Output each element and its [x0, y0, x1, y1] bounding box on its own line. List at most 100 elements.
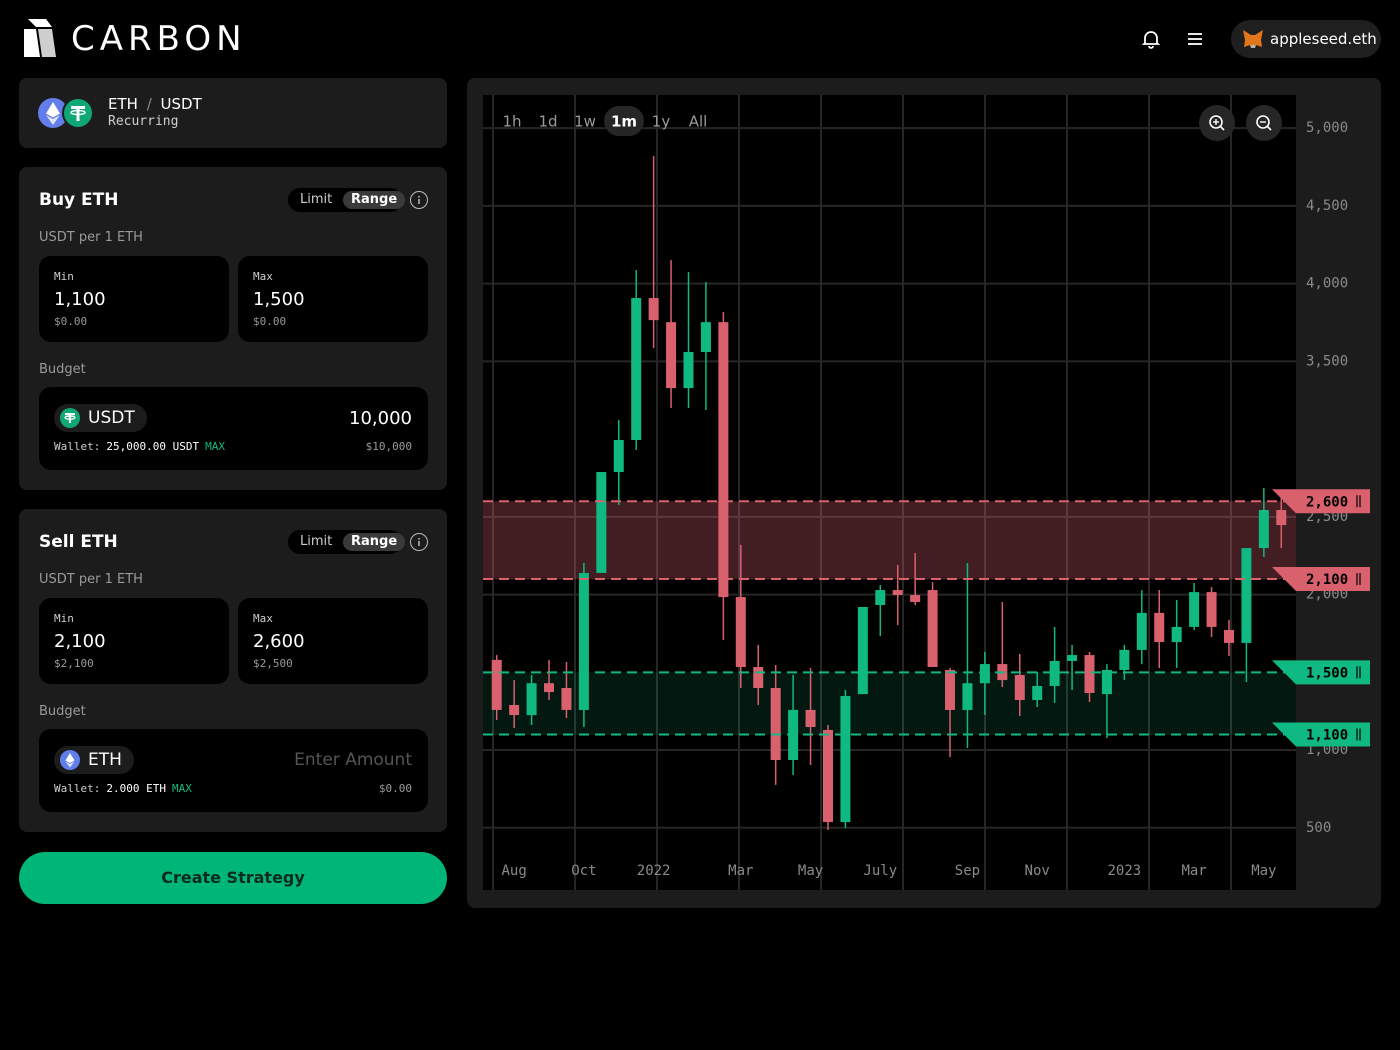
- mode-toggle: Limit Range: [288, 188, 406, 212]
- x-tick-label: Aug: [502, 863, 527, 879]
- x-tick-label: Oct: [571, 863, 596, 879]
- base-token: ETH: [108, 95, 138, 113]
- mode-option[interactable]: Limit: [300, 192, 333, 207]
- timeframe-button[interactable]: 1y: [652, 113, 671, 131]
- y-tick-label: 4,000: [1306, 276, 1348, 292]
- candle-body: [1084, 655, 1095, 693]
- pair-icons: [38, 97, 94, 129]
- min-price-box[interactable]: Min 2,100 $2,100: [39, 598, 229, 684]
- candle-body: [1189, 592, 1200, 627]
- max-price-box[interactable]: Max 1,500 $0.00: [238, 256, 428, 342]
- candle-body: [822, 730, 833, 823]
- token-selector[interactable]: USDT: [54, 404, 147, 432]
- timeframe-button[interactable]: 1w: [574, 113, 596, 131]
- info-icon[interactable]: [410, 533, 428, 551]
- candle-body: [979, 664, 990, 684]
- min-label: Min: [54, 270, 74, 283]
- account-button[interactable]: appleseed.eth: [1231, 20, 1381, 58]
- candle-body: [596, 472, 607, 573]
- price-chart: Aug Oct 2022 Mar May July Sep Nov 2023 Mar May 500 1…: [467, 78, 1381, 908]
- quote-token: USDT: [160, 95, 202, 113]
- budget-amount[interactable]: 10,000: [349, 408, 412, 429]
- candle-body: [962, 683, 973, 710]
- max-label: Max: [253, 270, 273, 283]
- wallet-label: Wallet:: [54, 440, 101, 453]
- candle-body: [840, 695, 851, 823]
- x-tick-label: 2022: [637, 863, 671, 879]
- price-tag[interactable]: [1272, 660, 1370, 685]
- candle-body: [1171, 626, 1182, 642]
- x-tick-label: May: [1251, 863, 1276, 879]
- candle-body: [648, 298, 659, 321]
- price-tag-label: 2,100: [1306, 572, 1348, 588]
- menu-icon[interactable]: [1186, 31, 1204, 47]
- pair-separator: /: [146, 95, 152, 113]
- max-price: 2,600: [253, 631, 305, 652]
- wallet-amount: 2.000 ETH: [106, 782, 166, 795]
- bell-icon[interactable]: [1141, 29, 1161, 49]
- timeframe-active-bg: [604, 106, 644, 136]
- candle-body: [666, 322, 677, 389]
- max-label: Max: [253, 612, 273, 625]
- mode-option-active[interactable]: Range: [343, 191, 406, 209]
- buy-card: Buy ETH Limit Range USDT per 1 ETH Min 1,100 $…: [19, 167, 447, 490]
- candle-body: [578, 572, 589, 710]
- min-usd: $0.00: [54, 315, 88, 328]
- max-button[interactable]: MAX: [205, 440, 225, 453]
- price-tag-label: 1,100: [1306, 728, 1348, 744]
- budget-usd: $10,000: [365, 440, 412, 453]
- budget-box[interactable]: ETH Enter Amount Wallet: 2.000 ETH MAX $0.00: [39, 729, 428, 812]
- candle-body: [1136, 612, 1147, 650]
- candle-body: [875, 590, 886, 605]
- candle-body: [700, 322, 711, 353]
- price-tag-label: 2,600: [1306, 494, 1348, 510]
- mode-toggle: Limit Range: [288, 530, 406, 554]
- max-price: 1,500: [253, 289, 305, 310]
- budget-box[interactable]: USDT 10,000 Wallet: 25,000.00 USDT MAX $10,00…: [39, 387, 428, 470]
- panel-title: Sell ETH: [39, 532, 118, 552]
- mode-option-active[interactable]: Range: [343, 533, 406, 551]
- timeframe-button[interactable]: All: [689, 113, 708, 131]
- candle-body: [805, 709, 816, 728]
- price-tag[interactable]: [1272, 567, 1370, 592]
- candle-body: [1206, 592, 1217, 627]
- range-band: [483, 501, 1296, 580]
- wallet-label: Wallet:: [54, 782, 101, 795]
- mode-option[interactable]: Limit: [300, 534, 333, 549]
- candle-body: [526, 683, 537, 716]
- min-price-box[interactable]: Min 1,100 $0.00: [39, 256, 229, 342]
- max-price-box[interactable]: Max 2,600 $2,500: [238, 598, 428, 684]
- x-tick-label: Sep: [955, 863, 980, 879]
- candle-body: [1032, 685, 1043, 700]
- x-tick-label: May: [798, 863, 823, 879]
- max-button[interactable]: MAX: [171, 782, 192, 795]
- token-selector[interactable]: ETH: [54, 746, 134, 774]
- pair-card[interactable]: ETH / USDT Recurring: [19, 78, 447, 148]
- candle-body: [892, 590, 903, 596]
- timeframe-button[interactable]: 1d: [538, 113, 557, 131]
- timeframe-button[interactable]: 1h: [502, 113, 521, 131]
- timeframe-button[interactable]: 1m: [611, 113, 637, 131]
- strategy-type: Recurring: [108, 114, 179, 129]
- y-tick-label: 3,500: [1306, 353, 1348, 369]
- candle-body: [718, 322, 729, 598]
- info-icon[interactable]: [410, 191, 428, 209]
- price-tag[interactable]: [1272, 489, 1370, 514]
- x-tick-label: Mar: [1181, 863, 1206, 879]
- zoom-in-button[interactable]: [1199, 105, 1235, 141]
- candle-body: [1014, 674, 1025, 700]
- wallet-balance: Wallet: 2.000 ETH MAX: [54, 782, 198, 795]
- wallet-icon: [1243, 30, 1263, 48]
- candle-body: [735, 597, 746, 668]
- price-tag[interactable]: [1272, 722, 1370, 747]
- token-icon: [60, 408, 80, 428]
- price-tag-label: 1,500: [1306, 665, 1348, 681]
- candle-body: [631, 298, 642, 441]
- budget-amount[interactable]: Enter Amount: [294, 750, 412, 770]
- button-label: Create Strategy: [161, 868, 305, 887]
- zoom-out-button[interactable]: [1246, 105, 1282, 141]
- logo: [24, 19, 56, 57]
- create-strategy-button[interactable]: Create Strategy: [19, 852, 447, 904]
- max-usd: $0.00: [253, 315, 287, 328]
